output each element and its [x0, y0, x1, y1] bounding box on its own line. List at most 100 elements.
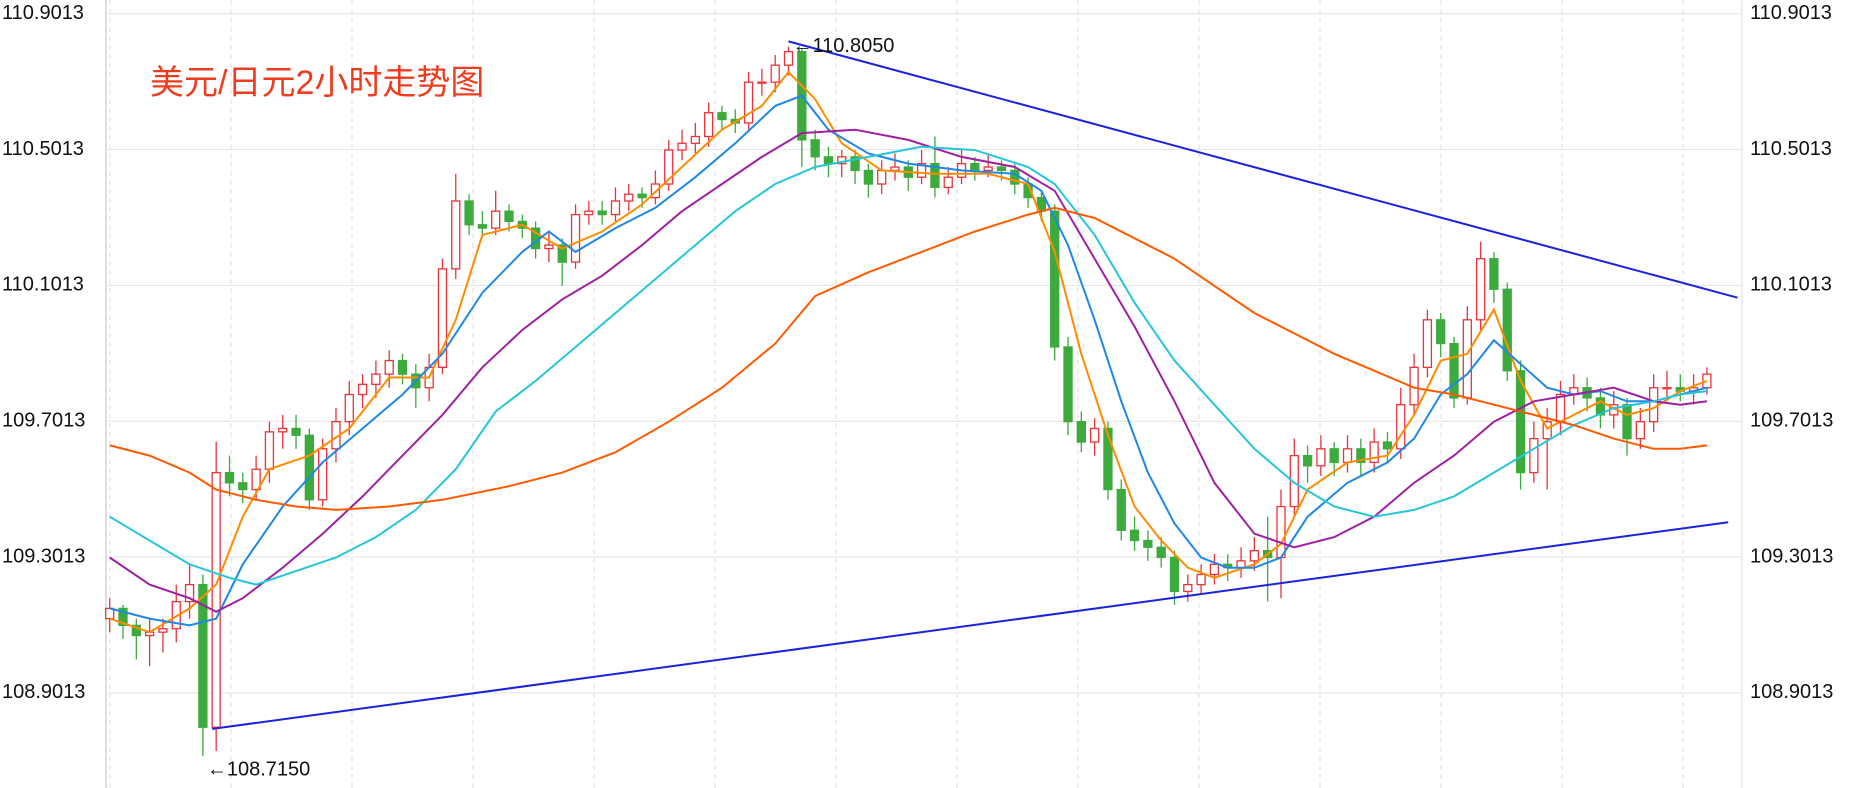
candle-body [970, 162, 980, 172]
candle-body [570, 213, 581, 263]
candle-body [677, 142, 687, 151]
candle-body [757, 81, 767, 84]
candle-body [318, 448, 328, 501]
candle-body [1475, 258, 1486, 321]
y-tick-label: 110.5013 [2, 138, 84, 160]
candle-body [1276, 505, 1286, 559]
candle-body [1143, 539, 1153, 548]
candle-body [557, 244, 567, 263]
candle-body [610, 200, 621, 216]
candle-body [1502, 288, 1512, 372]
candle-body [1382, 441, 1393, 450]
candle-body [717, 112, 727, 121]
y2-tick-label: 110.5013 [1750, 138, 1832, 160]
trend-line [788, 40, 1738, 299]
candle-body [304, 434, 315, 501]
y2-tick-label: 108.9013 [1750, 681, 1833, 703]
candle-body [291, 427, 301, 436]
candle-body [344, 393, 354, 423]
candle-body [1542, 421, 1552, 440]
candle-body [1649, 387, 1659, 423]
candle-body [371, 373, 381, 385]
annotation: ←108.7150 [207, 758, 310, 780]
candle-body [211, 471, 221, 728]
candle-body [477, 224, 488, 229]
ma-line [109, 94, 1708, 627]
candle-body [704, 112, 714, 138]
candle-body [1169, 556, 1180, 593]
candle-body [863, 169, 874, 185]
candle-body [783, 50, 794, 66]
candle-body [1662, 387, 1672, 390]
candle-body [131, 624, 141, 637]
candle-body [1129, 529, 1140, 542]
candle-body [397, 359, 408, 375]
candle-body [1422, 319, 1433, 368]
candle-body [105, 607, 115, 620]
candle-body [504, 210, 514, 223]
candle-body [1089, 427, 1100, 443]
candle-body [1462, 319, 1472, 399]
candle-body [996, 166, 1007, 172]
candle-body [624, 193, 634, 202]
trend-line [212, 521, 1729, 730]
candle-body [1356, 448, 1366, 464]
candle-body [1236, 560, 1246, 569]
y2-tick-label: 109.7013 [1750, 410, 1833, 432]
candle-body [597, 210, 607, 216]
candle-body [1103, 427, 1113, 491]
annotation: ←110.8050 [793, 35, 895, 57]
candle-body [264, 431, 275, 470]
candle-body [743, 81, 754, 124]
candle-body [451, 200, 461, 270]
candle-body [1489, 258, 1499, 290]
candle-body [1249, 550, 1260, 562]
y2-tick-label: 110.1013 [1750, 274, 1832, 296]
ma-line [109, 145, 1708, 586]
y-tick-label: 109.7013 [2, 410, 85, 432]
candle-body [916, 162, 927, 178]
candle-body [1369, 441, 1379, 464]
candle-body [384, 359, 394, 375]
candle-body [943, 176, 953, 189]
candle-body [1050, 210, 1060, 348]
y-tick-label: 110.9013 [2, 2, 84, 24]
candle-body [1183, 583, 1193, 593]
candle-body [278, 427, 288, 433]
candle-body [1076, 421, 1086, 443]
candle-body [184, 583, 195, 603]
candle-body [224, 471, 235, 484]
candle-body [1529, 437, 1539, 474]
candle-body [544, 244, 554, 250]
candle-body [770, 64, 780, 83]
y-tick-label: 109.3013 [2, 545, 85, 567]
candle-body [637, 193, 647, 199]
candle-body [158, 628, 168, 633]
ma-line [109, 70, 1708, 634]
ma-line [109, 206, 1708, 511]
candle-body [1515, 370, 1526, 474]
candle-body [1449, 342, 1459, 399]
candle-body [877, 169, 887, 185]
candle-body [1316, 448, 1326, 467]
candle-body [1396, 404, 1406, 450]
candle-body [823, 156, 834, 165]
candle-body [890, 166, 900, 172]
candle-body [238, 482, 248, 491]
candle-body [1302, 454, 1313, 467]
candle-body [491, 210, 501, 229]
y-tick-label: 110.1013 [2, 274, 84, 296]
candle-body [930, 162, 940, 189]
candle-body [1555, 393, 1566, 423]
candle-body [1116, 488, 1126, 531]
y-tick-label: 108.9013 [2, 681, 85, 703]
candle-body [1622, 404, 1632, 440]
candle-body [584, 210, 594, 216]
candle-body [251, 468, 261, 491]
chart-title: 美元/日元2小时走势图 [150, 64, 484, 102]
y2-tick-label: 110.9013 [1750, 2, 1832, 24]
candle-body [983, 166, 993, 172]
